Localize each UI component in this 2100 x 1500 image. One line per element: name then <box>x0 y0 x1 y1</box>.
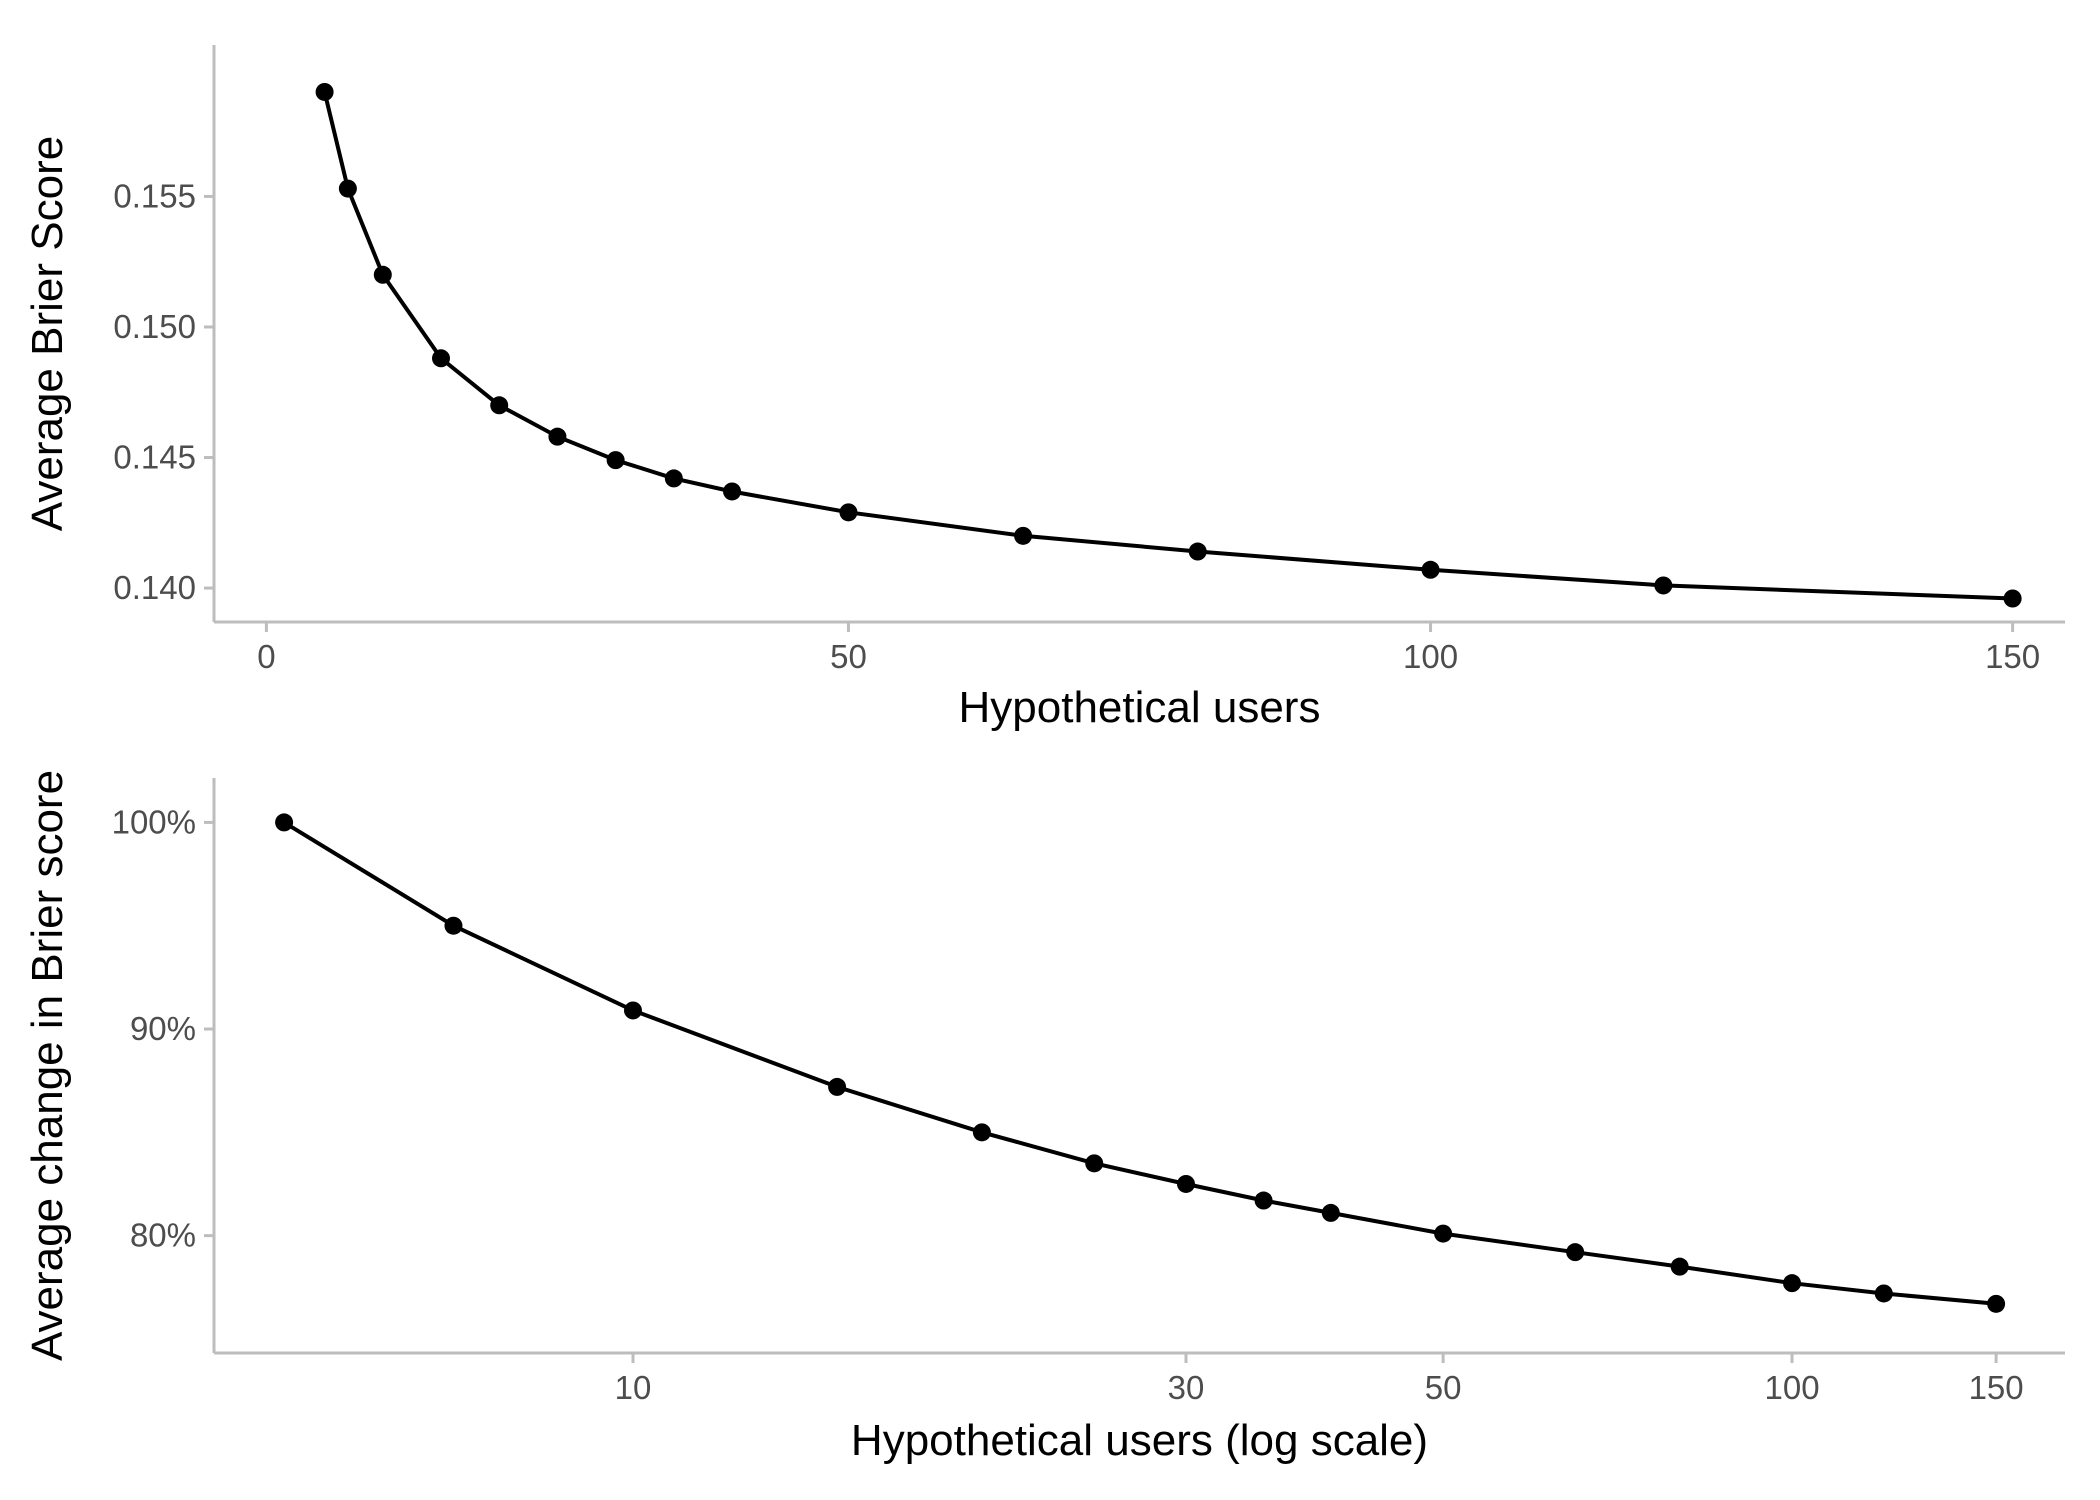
top-data-point <box>548 427 567 446</box>
top-x-tick-label: 0 <box>257 638 275 675</box>
bottom-data-point <box>1987 1294 2006 1313</box>
bottom-data-point <box>1434 1224 1453 1243</box>
top-data-point <box>490 396 509 415</box>
bottom-data-point <box>972 1123 991 1142</box>
top-series-line <box>322 91 2013 601</box>
bottom-data-point <box>275 813 294 832</box>
bottom-y-tick-label: 80% <box>130 1217 196 1254</box>
top-x-tick-label: 50 <box>830 638 867 675</box>
top-data-point <box>839 503 858 522</box>
top-x-axis-title: Hypothetical users <box>959 683 1321 732</box>
bottom-data-point <box>1783 1274 1802 1293</box>
bottom-x-tick-label: 50 <box>1425 1369 1462 1406</box>
top-data-point <box>606 451 625 470</box>
top-data-point <box>2003 589 2022 608</box>
top-data-point <box>1188 542 1207 561</box>
bottom-data-point <box>1321 1203 1340 1222</box>
top-data-point <box>432 349 451 368</box>
top-data-point <box>373 265 392 284</box>
top-data-point <box>723 482 742 501</box>
top-data-point <box>1654 576 1673 595</box>
bottom-data-point <box>828 1077 847 1096</box>
bottom-x-axis-title: Hypothetical users (log scale) <box>851 1416 1428 1465</box>
bottom-data-point <box>623 1001 642 1020</box>
top-y-tick-label: 0.140 <box>113 569 196 606</box>
top-x-tick-label: 100 <box>1403 638 1458 675</box>
top-data-point <box>338 179 357 198</box>
top-data-point <box>315 82 334 101</box>
bottom-data-point <box>1254 1191 1273 1210</box>
top-data-point <box>664 469 683 488</box>
top-y-tick-label: 0.155 <box>113 177 196 214</box>
bottom-data-point <box>444 916 463 935</box>
bottom-data-point <box>1874 1284 1893 1303</box>
bottom-x-tick-label: 30 <box>1168 1369 1205 1406</box>
bottom-data-point <box>1566 1243 1585 1262</box>
bottom-data-point <box>1670 1257 1689 1276</box>
bottom-y-tick-label: 100% <box>112 803 196 840</box>
top-y-tick-label: 0.145 <box>113 439 196 476</box>
top-data-point <box>1014 526 1033 545</box>
top-data-point <box>1421 560 1440 579</box>
bottom-y-tick-label: 90% <box>130 1010 196 1047</box>
bottom-data-point <box>1176 1174 1195 1193</box>
top-y-tick-label: 0.150 <box>113 308 196 345</box>
bottom-x-tick-label: 10 <box>615 1369 652 1406</box>
top-chart-panel: 0 50 100 150 0.140 0.145 0.150 0.155 Hypothetica… <box>23 45 2065 732</box>
top-x-tick-label: 150 <box>1985 638 2040 675</box>
bottom-y-axis-title: Average change in Brier score <box>23 770 72 1361</box>
bottom-data-point <box>1085 1154 1104 1173</box>
top-y-axis-title: Average Brier Score <box>23 136 72 531</box>
bottom-x-tick-label: 100 <box>1764 1369 1819 1406</box>
bottom-x-tick-label: 150 <box>1969 1369 2024 1406</box>
bottom-series-line <box>283 820 1997 1306</box>
bottom-chart-panel: 10 30 50 100 150 80% 90% 100% Hypothetical users… <box>23 770 2065 1465</box>
